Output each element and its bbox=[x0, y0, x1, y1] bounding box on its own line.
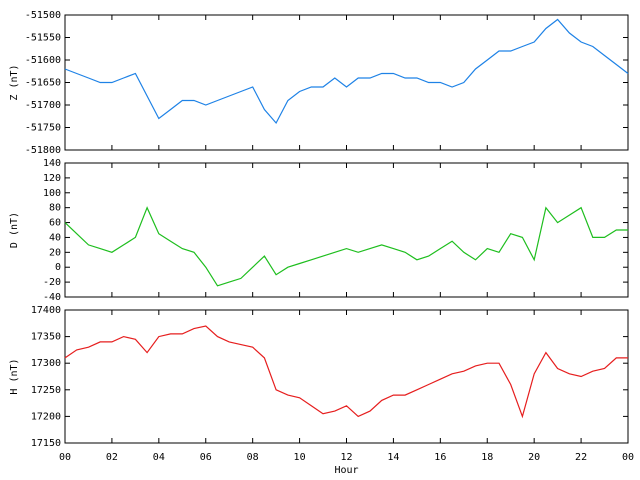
x-tick-label: 10 bbox=[294, 452, 306, 463]
y-tick-label: 17300 bbox=[31, 358, 61, 369]
x-tick-label: 18 bbox=[481, 452, 493, 463]
plot-frame bbox=[64, 14, 629, 151]
y-tick-label: -20 bbox=[43, 277, 61, 288]
plot-frame bbox=[64, 309, 629, 444]
x-tick-label: 02 bbox=[106, 452, 118, 463]
y-tick-label: 0 bbox=[55, 262, 61, 273]
x-tick-label: 22 bbox=[575, 452, 587, 463]
y-tick-label: 20 bbox=[49, 247, 61, 258]
x-tick-label: 14 bbox=[387, 452, 399, 463]
y-tick-label: 80 bbox=[49, 203, 61, 214]
y-tick-label: -51650 bbox=[25, 78, 61, 89]
y-tick-label: -51700 bbox=[25, 100, 61, 111]
x-axis-label: Hour bbox=[334, 465, 358, 476]
y-tick-label: -51800 bbox=[25, 145, 61, 156]
data-line bbox=[64, 325, 628, 419]
data-line bbox=[64, 206, 628, 287]
x-tick-label: 04 bbox=[153, 452, 165, 463]
data-line bbox=[64, 18, 629, 125]
x-tick-label: 06 bbox=[200, 452, 212, 463]
y-tick-label: 60 bbox=[49, 218, 61, 229]
y-tick-label: -51500 bbox=[25, 10, 61, 21]
x-tick-label: 16 bbox=[434, 452, 446, 463]
y-axis-label: D (nT) bbox=[9, 212, 20, 248]
y-tick-label: 17400 bbox=[31, 305, 61, 316]
y-tick-label: -40 bbox=[43, 292, 61, 303]
x-tick-label: 08 bbox=[247, 452, 259, 463]
plot-frame bbox=[64, 162, 629, 298]
y-tick-label: -51600 bbox=[25, 55, 61, 66]
y-tick-label: 17250 bbox=[31, 385, 61, 396]
y-tick-label: 120 bbox=[43, 173, 61, 184]
x-tick-label: 00 bbox=[59, 452, 71, 463]
x-tick-label: 00 bbox=[622, 452, 634, 463]
y-axis-label: Z (nT) bbox=[9, 64, 20, 100]
y-tick-label: -51750 bbox=[25, 123, 61, 134]
y-tick-label: 40 bbox=[49, 232, 61, 243]
y-tick-label: 100 bbox=[43, 188, 61, 199]
y-tick-label: 17150 bbox=[31, 438, 61, 449]
y-tick-label: 140 bbox=[43, 158, 61, 169]
y-tick-label: -51550 bbox=[25, 33, 61, 44]
y-tick-label: 17350 bbox=[31, 332, 61, 343]
y-axis-label: H (nT) bbox=[9, 358, 20, 394]
x-tick-label: 12 bbox=[340, 452, 352, 463]
y-tick-label: 17200 bbox=[31, 411, 61, 422]
x-tick-label: 20 bbox=[528, 452, 540, 463]
